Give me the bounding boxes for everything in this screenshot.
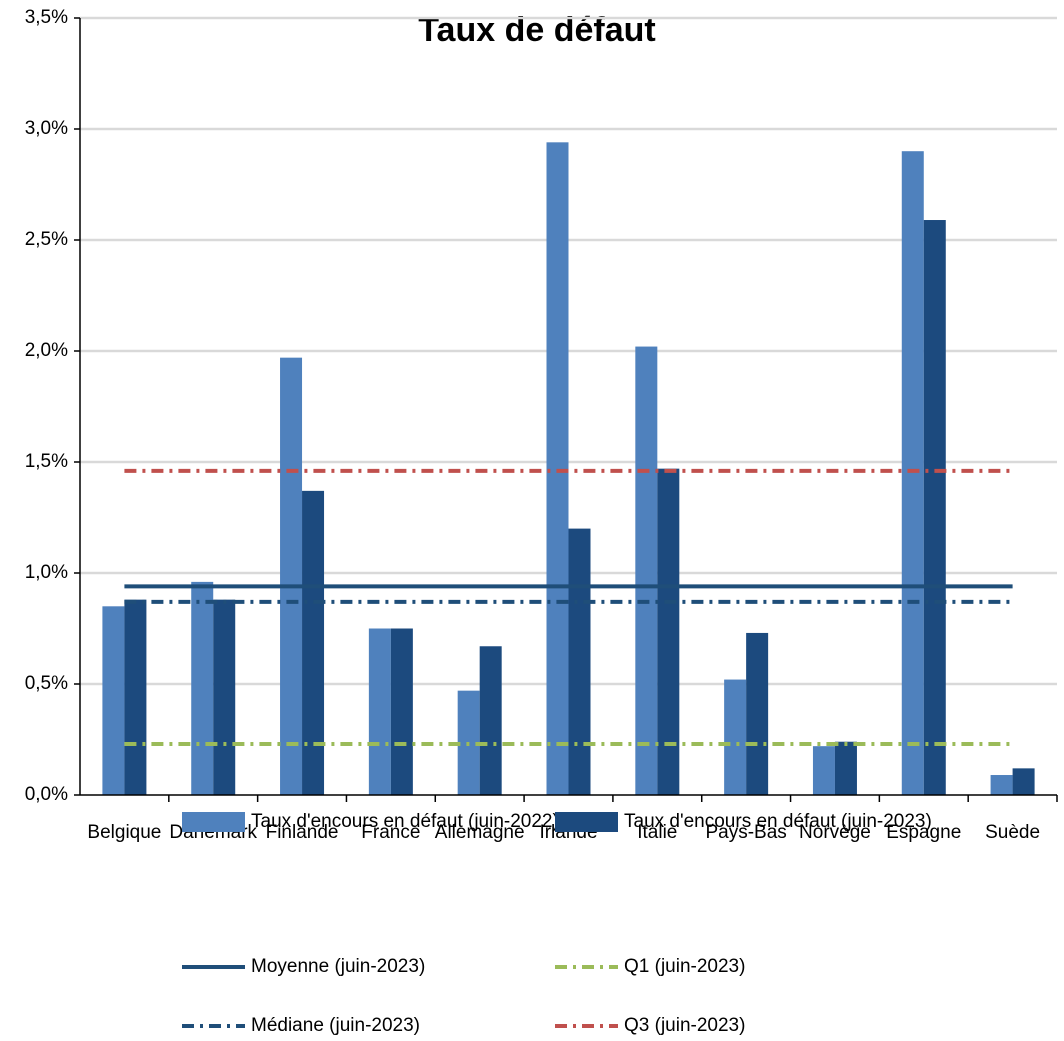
bar <box>990 775 1013 795</box>
bar <box>302 490 325 795</box>
legend-label: Taux d'encours en défaut (juin-2022) <box>251 811 559 832</box>
x-tick-label: Finlande <box>266 822 339 843</box>
bar <box>901 151 924 795</box>
legend-swatch <box>555 812 618 832</box>
y-tick-label: 3,5% <box>25 7 68 28</box>
bar <box>213 599 236 795</box>
x-tick-label: Pays-Bas <box>705 822 786 843</box>
bar <box>746 632 769 795</box>
bar <box>812 746 835 795</box>
bar <box>724 679 747 795</box>
legend-swatch <box>182 812 245 832</box>
y-tick-label: 0,0% <box>25 784 68 805</box>
y-tick-label: 2,5% <box>25 229 68 250</box>
bar <box>368 628 391 795</box>
bar <box>191 581 214 795</box>
bar <box>568 528 591 795</box>
legend-label: Moyenne (juin-2023) <box>251 956 425 977</box>
bar <box>479 646 502 795</box>
y-tick-label: 0,5% <box>25 673 68 694</box>
bar <box>124 599 147 795</box>
bar <box>635 346 658 795</box>
x-tick-label: Italie <box>637 822 677 843</box>
y-tick-label: 1,5% <box>25 451 68 472</box>
legend-label: Q3 (juin-2023) <box>624 1015 745 1036</box>
legend-label: Taux d'encours en défaut (juin-2023) <box>624 811 932 832</box>
bar <box>546 142 569 795</box>
x-tick-label: Norvège <box>799 822 871 843</box>
bar <box>390 628 413 795</box>
legend-label: Médiane (juin-2023) <box>251 1015 420 1036</box>
x-tick-label: Belgique <box>87 822 161 843</box>
x-tick-label: Espagne <box>886 822 961 843</box>
y-tick-label: 3,0% <box>25 118 68 139</box>
x-tick-label: France <box>361 822 420 843</box>
x-tick-label: Allemagne <box>435 822 525 843</box>
x-tick-label: Suède <box>985 822 1040 843</box>
y-tick-label: 1,0% <box>25 562 68 583</box>
bar <box>923 220 946 795</box>
bar <box>834 741 857 795</box>
y-tick-label: 2,0% <box>25 340 68 361</box>
bar <box>657 468 680 795</box>
legend-label: Q1 (juin-2023) <box>624 956 745 977</box>
bar <box>280 357 303 795</box>
bar <box>1012 768 1035 795</box>
chart-title: Taux de défaut <box>418 11 655 49</box>
bar <box>102 606 125 795</box>
